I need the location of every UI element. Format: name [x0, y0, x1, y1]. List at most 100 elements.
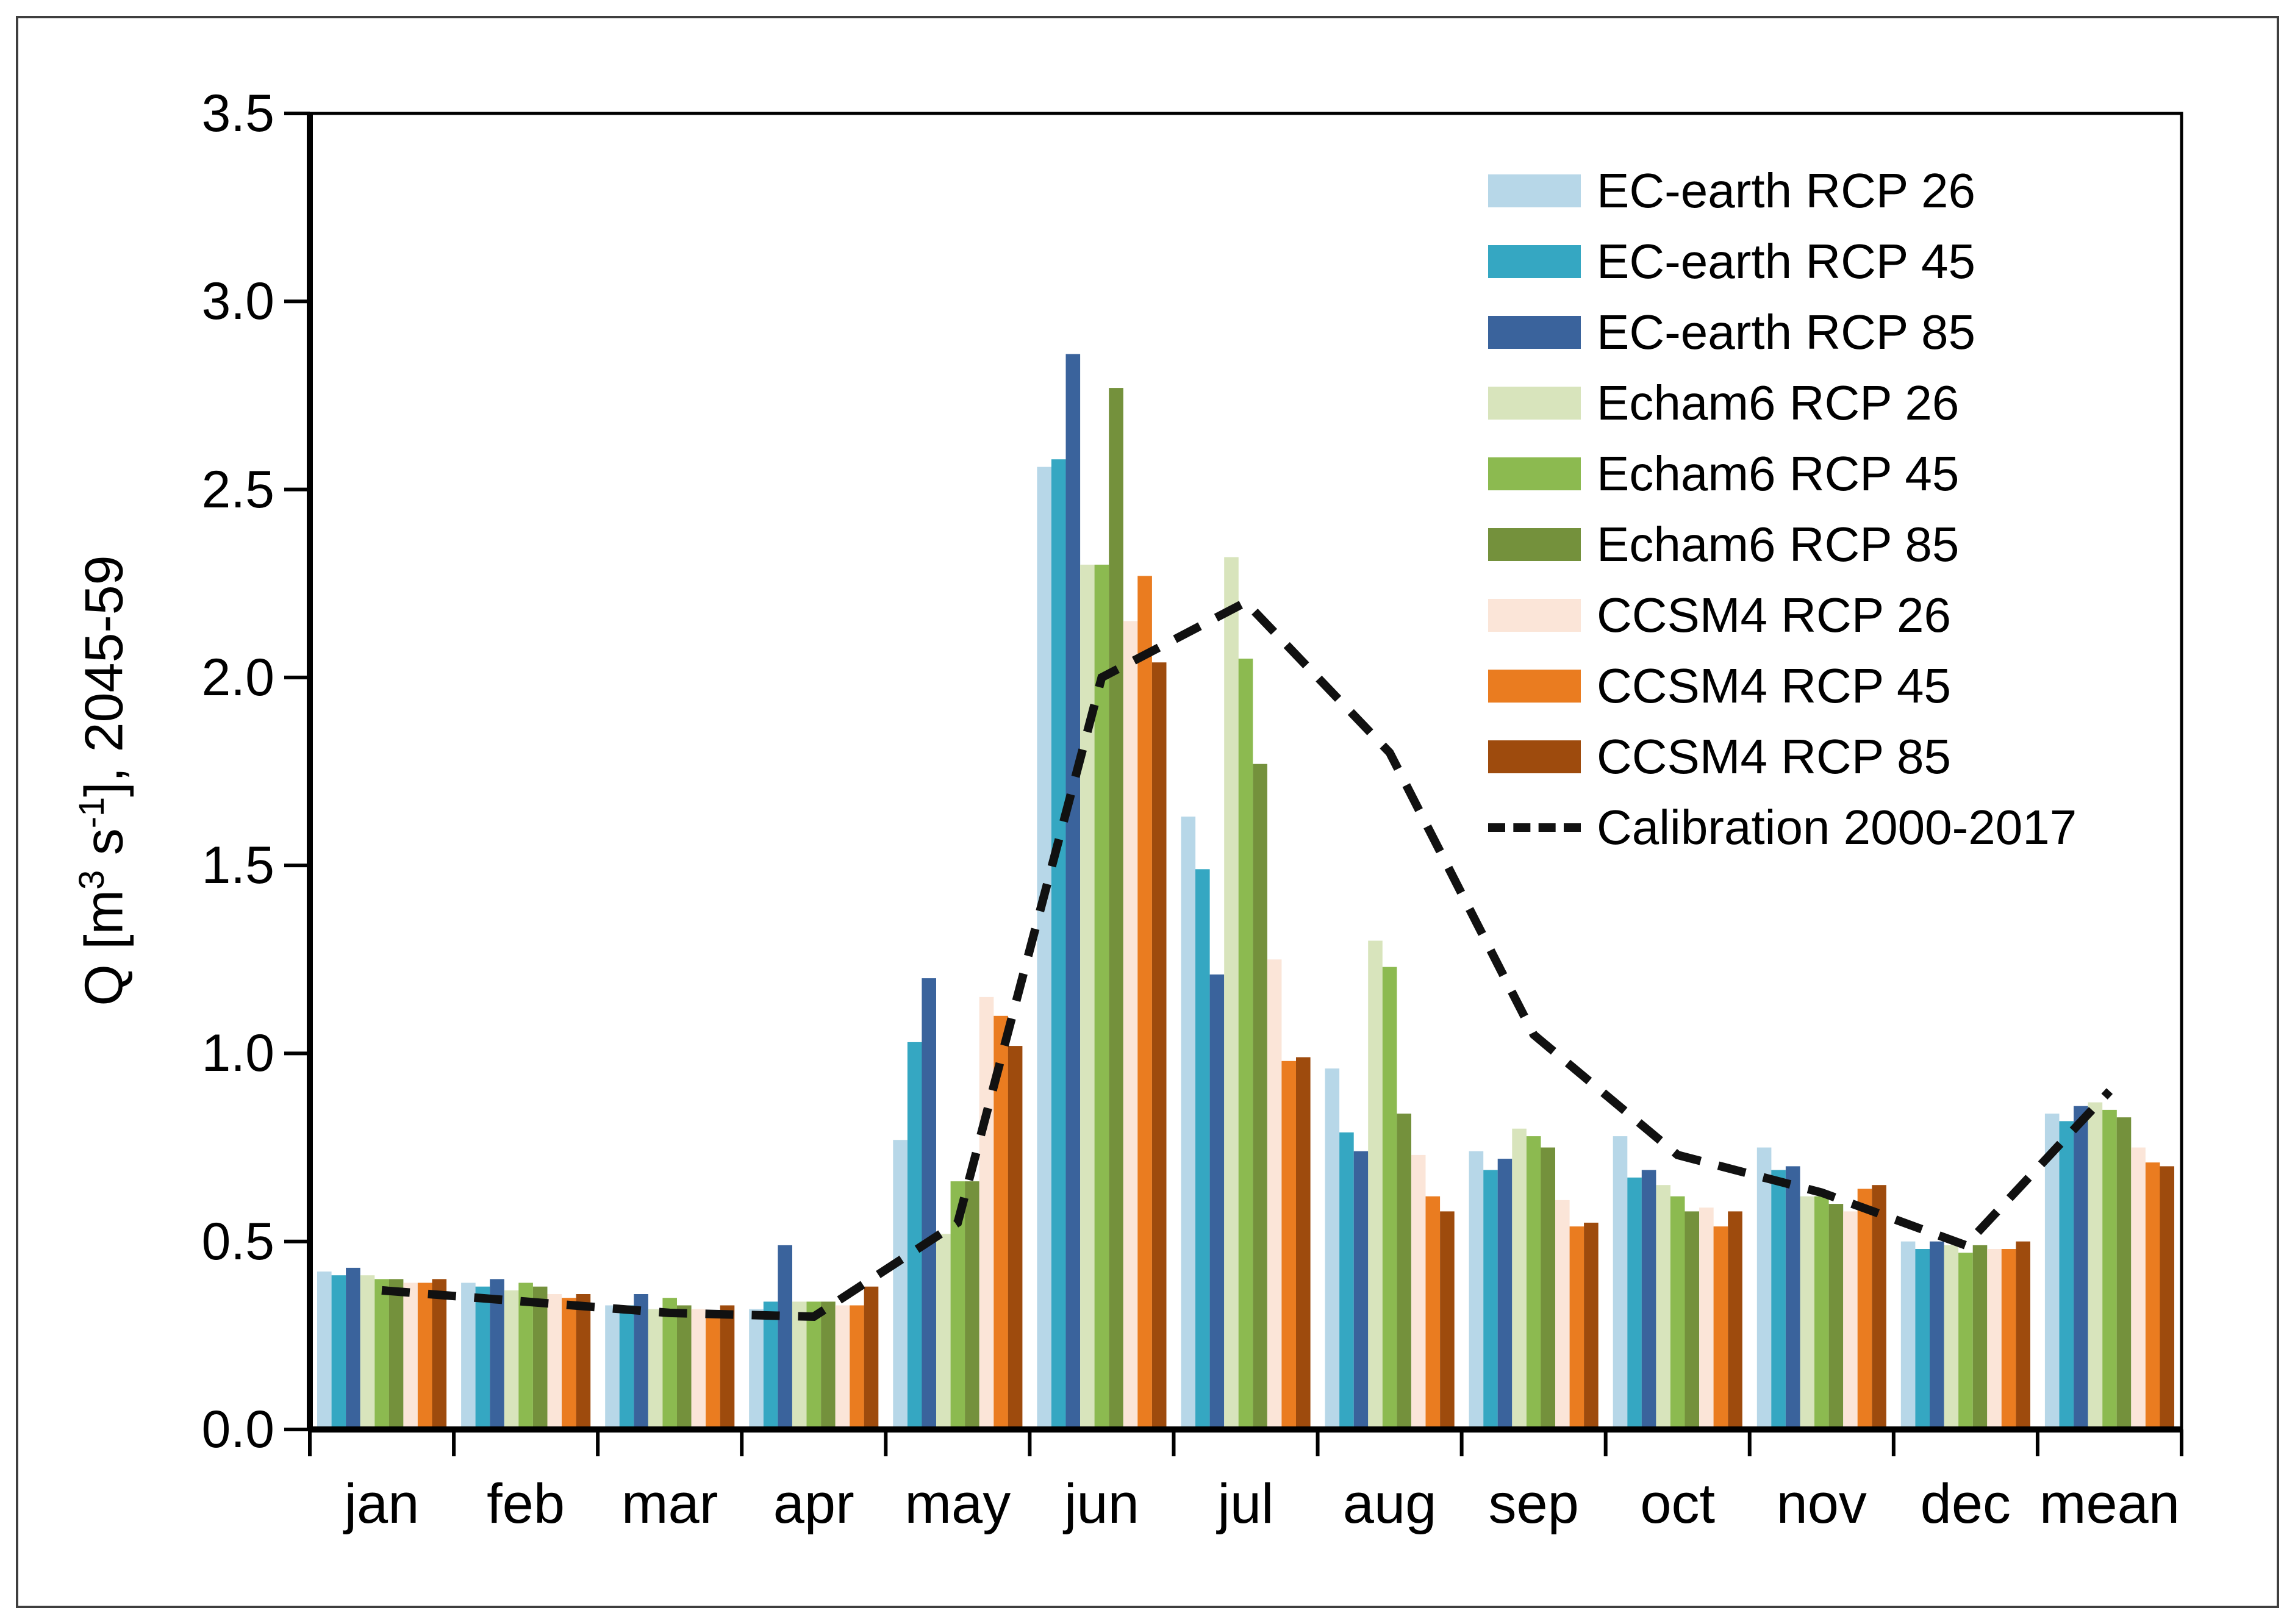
bar-ec-earth-rcp-26-feb [461, 1282, 476, 1429]
bar-echam6-rcp-26-jun [1080, 564, 1095, 1429]
y-tick-label-1.0: 1.0 [201, 1024, 274, 1083]
bar-ccsm4-rcp-85-jun [1151, 662, 1167, 1429]
y-tick-label-1.5: 1.5 [201, 836, 274, 895]
bar-echam6-rcp-85-feb [532, 1286, 548, 1429]
bar-ec-earth-rcp-85-jun [1065, 354, 1081, 1429]
bar-ccsm4-rcp-45-aug [1425, 1196, 1441, 1429]
bar-ec-earth-rcp-85-mean [2074, 1106, 2088, 1429]
bar-ccsm4-rcp-85-aug [1440, 1211, 1455, 1429]
bar-ec-earth-rcp-45-jan [331, 1275, 346, 1429]
x-tick-label-feb: feb [487, 1473, 565, 1535]
bar-echam6-rcp-45-aug [1382, 967, 1397, 1429]
x-tick-label-mar: mar [621, 1473, 718, 1535]
x-tick-label-apr: apr [773, 1473, 854, 1535]
bar-ccsm4-rcp-26-oct [1699, 1207, 1714, 1429]
bar-ec-earth-rcp-26-aug [1325, 1068, 1340, 1429]
bar-echam6-rcp-85-jul [1253, 764, 1267, 1429]
bar-ccsm4-rcp-45-apr [850, 1305, 864, 1429]
legend-swatch-echam6-rcp-85 [1488, 528, 1581, 561]
bar-ccsm4-rcp-26-nov [1843, 1211, 1858, 1429]
legend-swatch-ec-earth-rcp-85 [1488, 316, 1581, 349]
bar-ec-earth-rcp-45-dec [1915, 1249, 1930, 1429]
bar-ccsm4-rcp-85-feb [576, 1294, 591, 1429]
bar-ccsm4-rcp-85-mar [720, 1305, 735, 1429]
legend-label-ec-earth-rcp-26: EC-earth RCP 26 [1597, 163, 1976, 218]
bar-ec-earth-rcp-85-oct [1641, 1170, 1656, 1429]
bar-ec-earth-rcp-45-mar [619, 1305, 634, 1429]
bar-ec-earth-rcp-26-may [893, 1140, 908, 1429]
legend-label-echam6-rcp-85: Echam6 RCP 85 [1597, 517, 1960, 571]
bar-echam6-rcp-26-jan [360, 1275, 375, 1429]
bar-ec-earth-rcp-85-apr [778, 1245, 792, 1429]
bar-echam6-rcp-26-dec [1944, 1245, 1959, 1429]
bar-ccsm4-rcp-26-may [979, 996, 994, 1429]
legend-swatch-calibration-line [1488, 823, 1581, 832]
bar-ec-earth-rcp-85-jan [346, 1267, 360, 1429]
legend-label-ccsm4-rcp-45: CCSM4 RCP 45 [1597, 659, 1951, 713]
bar-ec-earth-rcp-85-nov [1785, 1166, 1800, 1429]
legend-label-ec-earth-rcp-45: EC-earth RCP 45 [1597, 234, 1976, 288]
x-tick-label-aug: aug [1342, 1473, 1437, 1535]
bar-ccsm4-rcp-45-may [994, 1015, 1008, 1429]
bar-ccsm4-rcp-45-feb [562, 1298, 576, 1429]
bar-ccsm4-rcp-45-mean [2145, 1162, 2160, 1429]
y-tick-label-2.5: 2.5 [201, 460, 274, 519]
bar-echam6-rcp-85-apr [821, 1301, 836, 1429]
legend-swatch-echam6-rcp-26 [1488, 387, 1581, 420]
bar-ccsm4-rcp-45-dec [2001, 1249, 2016, 1429]
bar-echam6-rcp-26-mean [2088, 1102, 2103, 1429]
bar-echam6-rcp-85-oct [1685, 1211, 1700, 1429]
x-tick-label-dec: dec [1920, 1473, 2011, 1535]
bar-ccsm4-rcp-26-mar [691, 1309, 706, 1429]
bar-ec-earth-rcp-85-may [922, 978, 936, 1429]
bar-ec-earth-rcp-85-mar [634, 1294, 648, 1429]
bar-echam6-rcp-45-jun [1094, 564, 1109, 1429]
bar-ec-earth-rcp-26-jan [317, 1272, 332, 1429]
bar-ec-earth-rcp-85-dec [1930, 1241, 1944, 1429]
bar-ccsm4-rcp-26-jul [1267, 959, 1282, 1429]
bar-echam6-rcp-45-dec [1958, 1253, 1973, 1429]
x-tick-label-jun: jun [1064, 1473, 1139, 1535]
bar-echam6-rcp-26-oct [1656, 1185, 1670, 1429]
bar-ec-earth-rcp-26-mean [2044, 1114, 2060, 1429]
x-tick-label-may: may [904, 1473, 1011, 1535]
legend-label-calibration-2000-2017: Calibration 2000-2017 [1597, 800, 2077, 854]
legend-swatch-echam6-rcp-45 [1488, 457, 1581, 490]
bar-ec-earth-rcp-45-mean [2059, 1121, 2074, 1429]
bar-ec-earth-rcp-26-sep [1469, 1151, 1484, 1429]
y-axis-title: Q [m3 s-1], 2045-59 [72, 555, 134, 1006]
bar-ec-earth-rcp-45-may [907, 1042, 922, 1429]
bar-ec-earth-rcp-45-oct [1627, 1177, 1642, 1429]
bar-ec-earth-rcp-85-feb [490, 1279, 504, 1429]
y-tick-label-0.5: 0.5 [201, 1212, 274, 1271]
x-tick-label-nov: nov [1776, 1473, 1867, 1535]
bar-ccsm4-rcp-85-sep [1584, 1222, 1599, 1429]
bar-ccsm4-rcp-85-oct [1728, 1211, 1742, 1429]
bar-echam6-rcp-26-may [936, 1234, 951, 1429]
legend-swatch-ccsm4-rcp-45 [1488, 670, 1581, 703]
legend-label-ec-earth-rcp-85: EC-earth RCP 85 [1597, 305, 1976, 359]
bar-ccsm4-rcp-85-may [1008, 1046, 1023, 1429]
bar-echam6-rcp-26-jul [1224, 557, 1239, 1429]
legend-label-echam6-rcp-45: Echam6 RCP 45 [1597, 446, 1960, 501]
bar-echam6-rcp-45-may [950, 1181, 965, 1429]
bar-echam6-rcp-85-aug [1397, 1114, 1411, 1429]
bar-ec-earth-rcp-45-feb [475, 1286, 490, 1429]
x-tick-label-jul: jul [1217, 1473, 1274, 1535]
bar-ec-earth-rcp-26-apr [749, 1309, 764, 1429]
bar-ccsm4-rcp-26-apr [835, 1305, 850, 1429]
bar-ccsm4-rcp-85-mean [2160, 1166, 2174, 1429]
bar-ccsm4-rcp-26-dec [1987, 1249, 2002, 1429]
bar-ccsm4-rcp-45-jun [1137, 576, 1152, 1429]
legend-swatch-ec-earth-rcp-26 [1488, 174, 1581, 207]
legend-swatch-ccsm4-rcp-85 [1488, 740, 1581, 773]
bar-ec-earth-rcp-85-jul [1209, 974, 1225, 1429]
bar-ec-earth-rcp-85-aug [1353, 1151, 1369, 1429]
bar-echam6-rcp-45-sep [1526, 1136, 1541, 1429]
bar-ec-earth-rcp-26-jun [1037, 467, 1051, 1429]
bar-ccsm4-rcp-26-jun [1123, 621, 1138, 1429]
bar-ccsm4-rcp-26-aug [1411, 1154, 1426, 1429]
bar-echam6-rcp-45-apr [806, 1301, 822, 1429]
bar-echam6-rcp-85-jun [1109, 388, 1123, 1429]
